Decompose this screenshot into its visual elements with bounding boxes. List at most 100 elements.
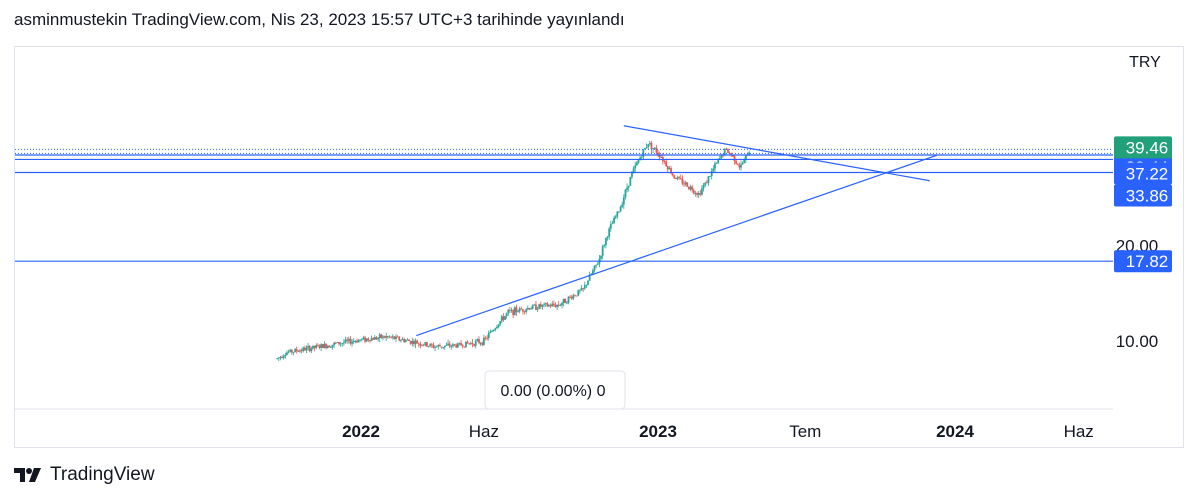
- candle-body-244: [673, 175, 676, 179]
- candle-body-255: [691, 186, 694, 191]
- candle-body-200: [601, 246, 604, 256]
- currency-label: TRY: [1129, 54, 1161, 71]
- candle-body-153: [525, 309, 528, 312]
- candle-body-253: [688, 186, 690, 190]
- candle-body-178: [565, 302, 568, 304]
- candle-body-194: [592, 270, 594, 274]
- candle-body-216: [627, 185, 630, 188]
- candle-body-99: [437, 345, 440, 347]
- candle-body-210: [618, 211, 620, 213]
- candle-body-51: [359, 339, 362, 341]
- candle-body-270: [715, 162, 718, 164]
- candle-body-277: [727, 148, 729, 153]
- candle-body-100: [439, 345, 441, 347]
- candle-body-136: [497, 324, 500, 327]
- candle-body-4: [282, 356, 285, 358]
- candle-body-66: [383, 336, 386, 338]
- time-axis-label-2: 2023: [639, 422, 677, 441]
- candle-body-246: [676, 177, 679, 179]
- candle-body-91: [424, 342, 427, 346]
- candle-body-182: [572, 295, 575, 299]
- candle-body-288: [744, 154, 747, 160]
- candle-body-93: [427, 346, 430, 347]
- candle-body-54: [364, 337, 366, 342]
- candle-body-167: [548, 305, 550, 307]
- candle-body-134: [494, 328, 497, 331]
- candle-body-31: [326, 345, 329, 348]
- candle-body-47: [352, 341, 355, 342]
- candle-body-236: [660, 157, 663, 158]
- candle-body-102: [442, 347, 445, 349]
- candle-body-140: [504, 315, 506, 320]
- candle-body-195: [593, 265, 596, 271]
- candle-body-214: [624, 189, 627, 198]
- candle-body-107: [450, 346, 453, 348]
- candle-body-273: [720, 154, 723, 158]
- candle-body-113: [460, 343, 462, 346]
- candle-body-156: [530, 308, 532, 310]
- candle-body-57: [369, 340, 371, 342]
- trendline-0: [416, 154, 938, 337]
- candle-body-230: [650, 143, 653, 150]
- candle-body-251: [684, 182, 687, 185]
- candle-body-63: [378, 334, 381, 338]
- tooltip-text: 0.00 (0.00%) 0: [501, 383, 606, 400]
- candle-body-74: [396, 336, 399, 338]
- candle-body-171: [554, 305, 557, 307]
- candle-body-135: [495, 326, 498, 329]
- candle-body-228: [647, 144, 650, 148]
- candle-body-232: [653, 147, 656, 149]
- candle-body-265: [707, 176, 710, 184]
- candle-body-208: [614, 216, 617, 218]
- candle-body-282: [735, 161, 738, 164]
- candle-body-260: [699, 193, 702, 195]
- candle-body-28: [321, 344, 324, 348]
- candle-body-184: [575, 295, 578, 297]
- candle-body-40: [341, 343, 344, 344]
- candle-body-46: [351, 341, 353, 344]
- candle-body-73: [395, 336, 397, 340]
- price-tag-bg-2: [1114, 184, 1172, 207]
- candle-body-227: [645, 147, 648, 149]
- candle-body-284: [738, 164, 741, 168]
- candle-body-203: [606, 236, 609, 239]
- candle-body-56: [367, 338, 370, 341]
- price-tag-3: 17.82: [1126, 252, 1169, 271]
- candle-body-130: [487, 333, 490, 339]
- candle-body-77: [401, 339, 404, 341]
- candle-body-215: [626, 187, 628, 190]
- candle-body-111: [456, 343, 459, 348]
- candle-body-123: [476, 339, 479, 341]
- candle-body-41: [343, 342, 345, 344]
- candle-body-290: [748, 152, 751, 156]
- candle-body-29: [323, 343, 326, 348]
- candle-body-9: [290, 349, 293, 353]
- candle-body-224: [640, 156, 643, 158]
- candle-body-240: [666, 166, 669, 170]
- candle-body-80: [406, 339, 409, 341]
- candle-body-83: [411, 340, 414, 344]
- candle-body-196: [595, 264, 598, 266]
- candle-body-217: [629, 177, 632, 186]
- candle-body-280: [731, 155, 734, 157]
- candle-body-62: [377, 337, 379, 340]
- candle-body-287: [743, 159, 746, 164]
- candle-body-55: [365, 338, 368, 342]
- candle-body-209: [616, 211, 619, 217]
- candle-body-21: [310, 348, 313, 352]
- candle-body-266: [709, 175, 711, 177]
- candle-body-64: [380, 334, 383, 339]
- candle-body-259: [697, 193, 700, 195]
- candle-body-15: [300, 350, 303, 352]
- candle-body-250: [683, 183, 685, 185]
- candle-body-220: [634, 165, 637, 169]
- candle-body-221: [635, 162, 638, 166]
- candle-body-25: [316, 345, 319, 347]
- candle-body-226: [644, 148, 646, 150]
- candle-body-235: [658, 154, 661, 158]
- candle-body-202: [605, 238, 607, 245]
- candle-body-286: [741, 163, 744, 165]
- candle-body-8: [289, 349, 292, 352]
